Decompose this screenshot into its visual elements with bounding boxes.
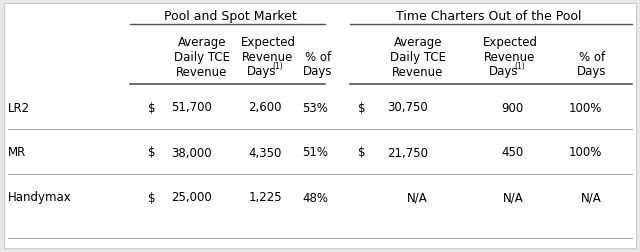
Text: 48%: 48% — [302, 191, 328, 204]
Text: $: $ — [148, 101, 156, 114]
Text: % of: % of — [305, 50, 331, 63]
Text: $: $ — [148, 146, 156, 159]
Text: N/A: N/A — [407, 191, 428, 204]
Text: $: $ — [358, 101, 365, 114]
Text: $: $ — [148, 191, 156, 204]
Text: 53%: 53% — [302, 101, 328, 114]
Text: Time Charters Out of the Pool: Time Charters Out of the Pool — [396, 10, 581, 22]
Text: 38,000: 38,000 — [172, 146, 212, 159]
Text: MR: MR — [8, 146, 26, 159]
Text: 450: 450 — [502, 146, 524, 159]
Text: Handymax: Handymax — [8, 191, 72, 204]
Text: 21,750: 21,750 — [387, 146, 428, 159]
Text: Daily TCE: Daily TCE — [174, 50, 230, 63]
Text: Days: Days — [247, 65, 276, 78]
Text: 2,600: 2,600 — [248, 101, 282, 114]
Text: 51,700: 51,700 — [171, 101, 212, 114]
Text: N/A: N/A — [581, 191, 602, 204]
Text: Revenue: Revenue — [484, 50, 536, 63]
Text: $: $ — [358, 146, 365, 159]
Text: Daily TCE: Daily TCE — [390, 50, 446, 63]
Text: (1): (1) — [273, 62, 284, 71]
Text: Expected: Expected — [483, 35, 538, 48]
Text: Average: Average — [178, 35, 227, 48]
Text: Revenue: Revenue — [392, 65, 444, 78]
Text: 51%: 51% — [302, 146, 328, 159]
Text: 100%: 100% — [568, 101, 602, 114]
Text: Expected: Expected — [241, 35, 296, 48]
Text: N/A: N/A — [503, 191, 524, 204]
Text: Pool and Spot Market: Pool and Spot Market — [164, 10, 296, 22]
Text: 25,000: 25,000 — [172, 191, 212, 204]
Text: Revenue: Revenue — [176, 65, 228, 78]
Text: Days: Days — [303, 65, 333, 78]
Text: 1,225: 1,225 — [248, 191, 282, 204]
Text: Revenue: Revenue — [243, 50, 294, 63]
Text: Days: Days — [489, 65, 519, 78]
Text: 4,350: 4,350 — [248, 146, 282, 159]
Text: Average: Average — [394, 35, 442, 48]
Text: 30,750: 30,750 — [387, 101, 428, 114]
Text: Days: Days — [577, 65, 607, 78]
Text: 100%: 100% — [568, 146, 602, 159]
Text: (1): (1) — [515, 62, 525, 71]
Text: % of: % of — [579, 50, 605, 63]
Text: LR2: LR2 — [8, 101, 30, 114]
Text: 900: 900 — [502, 101, 524, 114]
